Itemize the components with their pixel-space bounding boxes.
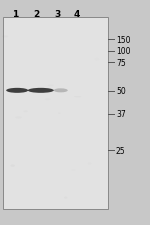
Ellipse shape [54, 89, 68, 93]
Text: 1: 1 [12, 10, 19, 19]
Ellipse shape [6, 88, 28, 93]
Text: 75: 75 [116, 58, 126, 67]
Ellipse shape [28, 88, 54, 93]
Bar [3, 18, 108, 209]
Text: 25: 25 [116, 146, 126, 155]
Ellipse shape [10, 165, 15, 167]
Text: 50: 50 [116, 87, 126, 96]
Text: 4: 4 [73, 10, 80, 19]
Text: 100: 100 [116, 47, 130, 56]
Text: 37: 37 [116, 110, 126, 119]
Text: 150: 150 [116, 35, 130, 44]
Text: 3: 3 [54, 10, 61, 19]
Text: 2: 2 [33, 10, 40, 19]
Ellipse shape [64, 197, 67, 199]
